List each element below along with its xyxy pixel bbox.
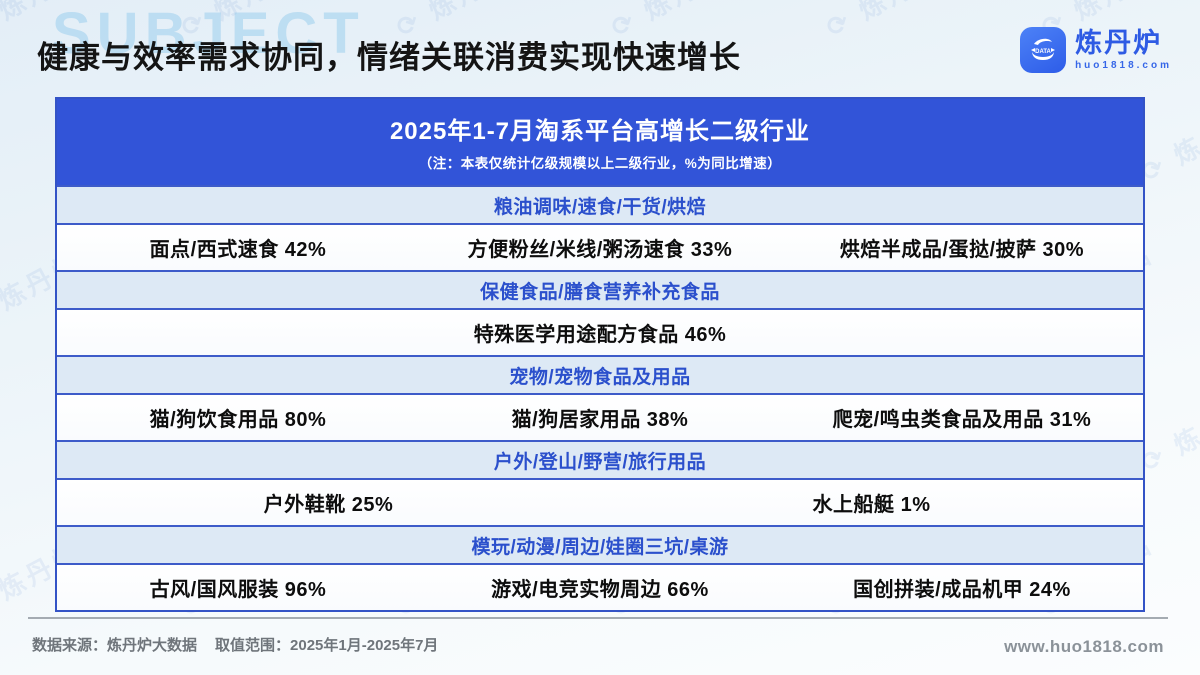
industry-value-cell: 烘焙半成品/蛋挞/披萨 30%	[839, 239, 1085, 261]
table-row: 户外鞋靴 25% 水上船艇 1%	[57, 480, 1143, 525]
page-title: 健康与效率需求协同，情绪关联消费实现快速增长	[37, 40, 741, 75]
industry-value-cell: 特殊医学用途配方食品 46%	[473, 324, 727, 346]
subject-watermark-text: SUBJECT	[52, 1, 365, 66]
category-band-outdoor: 户外/登山/野营/旅行用品	[57, 440, 1143, 480]
footer-divider	[28, 617, 1168, 619]
industry-value-cell: 户外鞋靴 25%	[263, 494, 394, 516]
brand-logo: DATA 炼丹炉 huo1818.com	[1020, 27, 1172, 73]
footer-source: 数据来源：炼丹炉大数据 取值范围：2025年1月-2025年7月	[32, 634, 438, 655]
industry-value-cell: 水上船艇 1%	[812, 494, 931, 516]
category-band-toys-anime: 模玩/动漫/周边/娃圈三坑/桌游	[57, 525, 1143, 565]
table-row: 特殊医学用途配方食品 46%	[57, 310, 1143, 355]
data-source-label: 数据来源：炼丹炉大数据	[32, 637, 198, 654]
table-header: 2025年1-7月淘系平台高增长二级行业 （注：本表仅统计亿级规模以上二级行业，…	[57, 99, 1143, 185]
industry-value-cell: 猫/狗饮食用品 80%	[149, 409, 327, 431]
table-row: 古风/国风服装 96% 游戏/电竞实物周边 66% 国创拼装/成品机甲 24%	[57, 565, 1143, 610]
brand-watermark: ⟳ 炼丹炉	[819, 0, 949, 45]
category-band-grain-instant-food: 粮油调味/速食/干货/烘焙	[57, 185, 1143, 225]
table-row: 猫/狗饮食用品 80% 猫/狗居家用品 38% 爬宠/鸣虫类食品及用品 31%	[57, 395, 1143, 440]
alchemy-furnace-data-icon: DATA	[1020, 27, 1067, 73]
industry-value-cell: 游戏/电竞实物周边 66%	[491, 579, 709, 601]
svg-text:DATA: DATA	[1035, 49, 1051, 55]
data-range-label: 取值范围：2025年1月-2025年7月	[215, 637, 439, 654]
brand-text: 炼丹炉 huo1818.com	[1075, 27, 1172, 71]
industry-value-cell: 国创拼装/成品机甲 24%	[853, 579, 1071, 601]
website-url: www.huo1818.com	[1004, 637, 1164, 656]
table-row: 面点/西式速食 42% 方便粉丝/米线/粥汤速食 33% 烘焙半成品/蛋挞/披萨…	[57, 225, 1143, 270]
industry-value-cell: 方便粉丝/米线/粥汤速食 33%	[467, 239, 733, 261]
industry-value-cell: 爬宠/鸣虫类食品及用品 31%	[832, 409, 1092, 431]
industry-value-cell: 古风/国风服装 96%	[149, 579, 327, 601]
growth-industry-table: 2025年1-7月淘系平台高增长二级行业 （注：本表仅统计亿级规模以上二级行业，…	[55, 97, 1145, 612]
brand-domain: huo1818.com	[1075, 59, 1172, 71]
brand-name: 炼丹炉	[1075, 27, 1163, 58]
table-title: 2025年1-7月淘系平台高增长二级行业	[389, 118, 811, 145]
category-band-health-food: 保健食品/膳食营养补充食品	[57, 270, 1143, 310]
category-band-pets: 宠物/宠物食品及用品	[57, 355, 1143, 395]
industry-value-cell: 面点/西式速食 42%	[149, 239, 327, 261]
table-subtitle: （注：本表仅统计亿级规模以上二级行业，%为同比增速）	[418, 156, 782, 171]
industry-value-cell: 猫/狗居家用品 38%	[511, 409, 689, 431]
